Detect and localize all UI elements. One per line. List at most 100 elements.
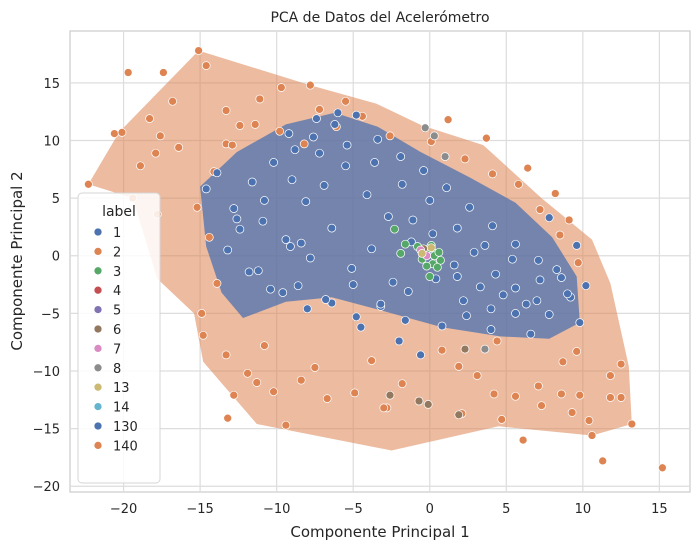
- data-point-label-13: [417, 249, 427, 258]
- data-point-label-2: [379, 403, 389, 413]
- data-point-label-13: [426, 243, 436, 253]
- x-tick-label: −5: [344, 502, 363, 517]
- data-point-label-8: [480, 344, 490, 354]
- data-point-label-2: [367, 356, 376, 365]
- data-point-label-2: [227, 140, 237, 150]
- legend-label: 8: [113, 362, 121, 377]
- data-point-label-1: [305, 253, 315, 263]
- data-point-label-1: [281, 235, 291, 244]
- data-point-label-3: [433, 262, 442, 272]
- data-point-label-1: [315, 148, 324, 158]
- data-point-label-1: [535, 275, 545, 285]
- data-point-label-2: [518, 435, 528, 445]
- data-point-label-1: [319, 181, 329, 190]
- data-point-label-2: [598, 456, 608, 466]
- legend-title: label: [102, 204, 136, 220]
- legend-label: 14: [113, 401, 130, 416]
- data-point-label-1: [362, 190, 372, 200]
- data-point-label-1: [465, 202, 474, 212]
- y-axis-label: Componente Principal 2: [8, 171, 26, 350]
- data-point-label-2: [204, 232, 214, 242]
- x-tick-label: −10: [263, 502, 290, 517]
- data-point-label-1: [309, 132, 318, 142]
- data-point-label-3: [400, 239, 410, 249]
- data-point-label-2: [606, 371, 615, 380]
- data-point-label-2: [472, 371, 482, 380]
- data-point-label-2: [558, 357, 568, 367]
- legend-label: 2: [113, 245, 121, 260]
- x-tick-labels: −20 −15 −10 −5 0 5 10 15: [110, 502, 668, 517]
- data-point-label-2: [223, 413, 233, 423]
- data-point-label-1: [376, 299, 386, 309]
- data-point-label-2: [482, 133, 491, 143]
- data-point-label-1: [397, 179, 407, 189]
- x-tick-label: 5: [502, 502, 510, 517]
- legend-marker: [93, 247, 103, 256]
- legend: label 1 2 3 4 5 6 7 8 13 14 130 140: [77, 192, 161, 484]
- data-point-label-1: [312, 114, 321, 123]
- data-point-label-1: [351, 312, 361, 322]
- data-point-label-1: [301, 197, 311, 206]
- y-tick-label: −10: [33, 365, 60, 380]
- data-point-label-6: [414, 396, 424, 406]
- data-point-label-2: [201, 61, 211, 70]
- data-point-label-2: [221, 106, 231, 115]
- data-point-label-2: [221, 350, 231, 360]
- legend-label: 130: [113, 420, 138, 435]
- data-point-label-2: [269, 387, 278, 397]
- data-point-label-1: [229, 204, 239, 213]
- data-point-label-2: [564, 215, 574, 225]
- legend-label: 5: [113, 304, 121, 319]
- data-point-label-1: [296, 238, 306, 248]
- data-point-label-1: [511, 309, 520, 318]
- data-point-label-2: [255, 94, 265, 104]
- data-point-label-1: [388, 277, 398, 287]
- x-tick-label: 10: [575, 502, 592, 517]
- x-tick-label: −15: [186, 502, 213, 517]
- data-point-label-1: [521, 299, 531, 309]
- data-point-label-2: [145, 114, 154, 123]
- data-point-label-1: [428, 229, 438, 239]
- data-point-label-2: [305, 80, 315, 90]
- data-point-label-2: [341, 96, 350, 106]
- y-tick-label: 5: [52, 192, 60, 207]
- data-point-label-2: [658, 463, 667, 473]
- data-point-label-8: [440, 152, 450, 161]
- legend-marker: [93, 402, 103, 411]
- data-point-label-1: [235, 224, 245, 234]
- data-point-label-2: [572, 347, 582, 356]
- data-point-label-1: [486, 325, 496, 334]
- data-point-label-2: [155, 131, 165, 141]
- data-point-label-2: [235, 121, 245, 130]
- data-point-label-1: [488, 221, 497, 231]
- data-point-label-1: [534, 255, 543, 265]
- data-point-label-2: [497, 415, 507, 424]
- data-point-label-2: [197, 309, 207, 318]
- data-point-label-1: [302, 304, 312, 314]
- x-axis-label: Componente Principal 1: [290, 523, 469, 541]
- data-point-label-2: [322, 394, 332, 403]
- data-point-label-6: [454, 410, 464, 420]
- data-point-label-1: [419, 166, 428, 175]
- data-point-label-1: [284, 129, 294, 138]
- y-tick-label: −5: [41, 307, 60, 322]
- data-point-label-1: [449, 260, 459, 270]
- data-point-label-1: [552, 265, 562, 274]
- data-point-label-1: [321, 295, 331, 304]
- data-point-label-1: [532, 296, 542, 306]
- data-point-label-2: [437, 345, 447, 355]
- legend-marker: [93, 441, 103, 450]
- data-point-label-2: [281, 420, 291, 430]
- data-point-label-1: [287, 175, 297, 185]
- data-point-label-2: [117, 128, 127, 137]
- data-point-label-2: [534, 381, 543, 391]
- data-point-label-2: [550, 189, 560, 198]
- data-point-label-2: [310, 363, 320, 372]
- data-point-label-1: [341, 161, 350, 171]
- data-point-label-1: [258, 216, 268, 226]
- data-point-label-2: [606, 393, 615, 402]
- data-point-label-2: [168, 96, 177, 106]
- data-point-label-1: [462, 311, 471, 321]
- data-point-label-2: [229, 390, 239, 400]
